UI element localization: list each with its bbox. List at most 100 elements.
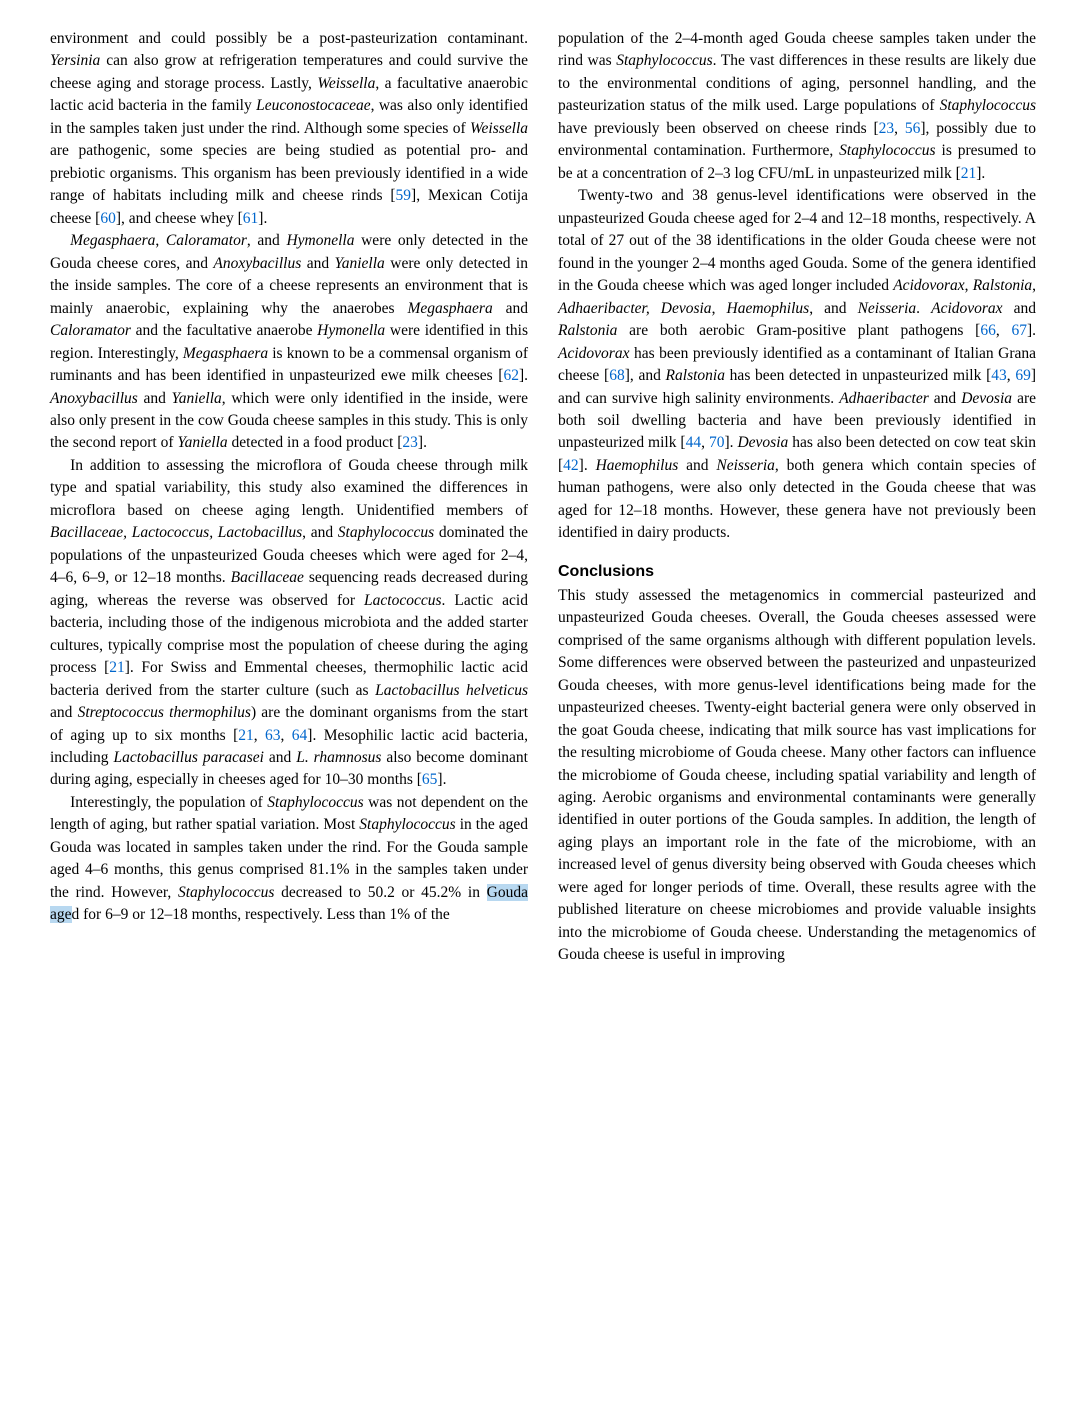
genus: Staphylococcus <box>940 97 1036 114</box>
genus: Devosia <box>961 390 1012 407</box>
citation[interactable]: 64 <box>292 727 308 744</box>
genus: Hymonella <box>286 232 354 249</box>
citation[interactable]: 62 <box>503 367 519 384</box>
text: d for 6–9 or 12–18 months, respectively.… <box>72 906 450 923</box>
text: detected in a food product [ <box>228 434 403 451</box>
text: , <box>712 300 727 317</box>
text: and <box>50 704 78 721</box>
text: has been detected in unpasteurized milk … <box>725 367 991 384</box>
citation[interactable]: 23 <box>402 434 418 451</box>
genus: Yaniella <box>335 255 385 272</box>
citation[interactable]: 69 <box>1015 367 1031 384</box>
text: have previously been observed on cheese … <box>558 120 879 137</box>
genus: Megasphaera <box>407 300 492 317</box>
text: , <box>281 727 292 744</box>
genus: Yaniella <box>172 390 222 407</box>
genus: Hymonella <box>317 322 385 339</box>
citation[interactable]: 61 <box>243 210 259 227</box>
para-l1: environment and could possibly be a post… <box>50 28 528 230</box>
text: are both aerobic Gram-positive plant pat… <box>617 322 980 339</box>
citation[interactable]: 60 <box>100 210 116 227</box>
text: and <box>1003 300 1036 317</box>
citation[interactable]: 44 <box>686 434 702 451</box>
genus: Caloramator <box>166 232 247 249</box>
text: and <box>929 390 961 407</box>
citation[interactable]: 66 <box>980 322 996 339</box>
para-r3: This study assessed the metagenomics in … <box>558 585 1036 967</box>
citation[interactable]: 65 <box>422 771 438 788</box>
text: , <box>254 727 265 744</box>
text: ]. <box>519 367 528 384</box>
species: Streptococcus thermophilus <box>78 704 251 721</box>
genus: Ralstonia <box>558 322 617 339</box>
text: , and <box>247 232 287 249</box>
genus: Anoxybacillus <box>50 390 138 407</box>
family: Bacillaceae <box>231 569 304 586</box>
text: , <box>894 120 905 137</box>
text: and the facultative anaerobe <box>131 322 317 339</box>
genus: Acidovorax <box>931 300 1002 317</box>
two-column-layout: environment and could possibly be a post… <box>50 28 1036 967</box>
citation[interactable]: 59 <box>396 187 412 204</box>
text: environment and could possibly be a post… <box>50 30 528 47</box>
text: , <box>701 434 709 451</box>
para-l2: Megasphaera, Caloramator, and Hymonella … <box>50 230 528 455</box>
species: Lactobacillus helveticus <box>375 682 528 699</box>
genus: Lactococcus <box>364 592 441 609</box>
citation[interactable]: 21 <box>109 659 125 676</box>
citation[interactable]: 56 <box>905 120 921 137</box>
genus: Staphylococcus <box>178 884 274 901</box>
text: ]. <box>976 165 985 182</box>
genus: Yaniella <box>177 434 227 451</box>
text: and <box>301 255 334 272</box>
text: , <box>155 232 166 249</box>
para-r1: population of the 2–4-month aged Gouda c… <box>558 28 1036 185</box>
text: . <box>916 300 931 317</box>
citation[interactable]: 70 <box>709 434 725 451</box>
citation[interactable]: 68 <box>609 367 625 384</box>
text: Interestingly, the population of <box>70 794 267 811</box>
text: ]. <box>579 457 596 474</box>
citation[interactable]: 63 <box>265 727 281 744</box>
text: and <box>138 390 172 407</box>
taxa: Bacillaceae, Lactococcus, Lactobacillus <box>50 524 302 541</box>
genus: Staphylococcus <box>839 142 935 159</box>
genus: Adhaeribacter <box>839 390 929 407</box>
genus: Weissella <box>317 75 375 92</box>
family: Leuconostocaceae <box>256 97 371 114</box>
text: ]. <box>724 434 737 451</box>
genus: Megasphaera <box>183 345 268 362</box>
para-r2: Twenty-two and 38 genus-level identifica… <box>558 185 1036 545</box>
genus: Acidovorax <box>558 345 629 362</box>
text: , <box>1032 277 1036 294</box>
text: , and <box>809 300 857 317</box>
genus: Haemophilus <box>727 300 810 317</box>
text: ]. <box>437 771 446 788</box>
text: , <box>996 322 1012 339</box>
text: and <box>493 300 528 317</box>
text: , <box>965 277 973 294</box>
genus: Haemophilus <box>596 457 679 474</box>
citation[interactable]: 21 <box>961 165 977 182</box>
genus: Anoxybacillus <box>213 255 301 272</box>
left-column: environment and could possibly be a post… <box>50 28 528 967</box>
genus: Ralstonia <box>973 277 1032 294</box>
citation[interactable]: 21 <box>238 727 254 744</box>
genus: Staphylococcus <box>267 794 363 811</box>
text: ], and cheese whey [ <box>116 210 243 227</box>
citation[interactable]: 23 <box>879 120 895 137</box>
genus: Caloramator <box>50 322 131 339</box>
genus: Ralstonia <box>666 367 725 384</box>
citation[interactable]: 42 <box>563 457 579 474</box>
species: L. rhamnosus <box>296 749 381 766</box>
species: Lactobacillus paracasei <box>114 749 264 766</box>
genus: Staphylococcus <box>616 52 712 69</box>
text: and <box>678 457 716 474</box>
right-column: population of the 2–4-month aged Gouda c… <box>558 28 1036 967</box>
citation[interactable]: 67 <box>1011 322 1027 339</box>
genus: Yersinia <box>50 52 100 69</box>
genus: Devosia <box>737 434 788 451</box>
citation[interactable]: 43 <box>991 367 1007 384</box>
text: In addition to assessing the microflora … <box>50 457 528 519</box>
genus: Acidovorax <box>893 277 964 294</box>
